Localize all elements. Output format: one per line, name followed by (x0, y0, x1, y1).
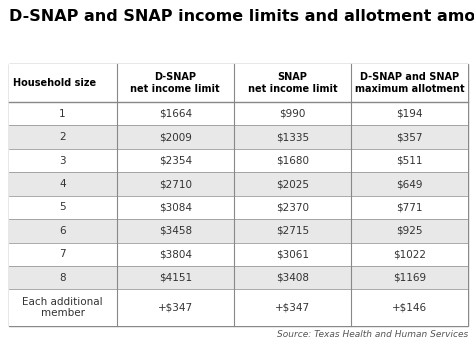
Text: $3458: $3458 (159, 226, 192, 236)
Text: 3: 3 (59, 156, 66, 166)
Text: $3408: $3408 (276, 273, 309, 283)
Text: $194: $194 (396, 109, 423, 119)
Text: $649: $649 (396, 179, 423, 189)
Text: Source: Texas Health and Human Services: Source: Texas Health and Human Services (277, 330, 468, 339)
Text: $2715: $2715 (276, 226, 309, 236)
Text: $4151: $4151 (159, 273, 192, 283)
Text: D-SNAP and SNAP income limits and allotment amounts: D-SNAP and SNAP income limits and allotm… (9, 9, 474, 24)
Text: $1169: $1169 (393, 273, 426, 283)
Text: D-SNAP
net income limit: D-SNAP net income limit (130, 72, 220, 94)
Text: $1022: $1022 (393, 249, 426, 259)
Text: 6: 6 (59, 226, 66, 236)
Text: Each additional
member: Each additional member (22, 297, 103, 318)
Text: 1: 1 (59, 109, 66, 119)
Text: 2: 2 (59, 132, 66, 142)
Text: $990: $990 (279, 109, 306, 119)
Text: +$146: +$146 (392, 303, 427, 313)
Text: +$347: +$347 (158, 303, 193, 313)
Text: $2710: $2710 (159, 179, 191, 189)
Text: $2370: $2370 (276, 203, 309, 213)
Text: $1680: $1680 (276, 156, 309, 166)
Text: $1664: $1664 (159, 109, 192, 119)
Text: $3084: $3084 (159, 203, 191, 213)
Text: $3804: $3804 (159, 249, 191, 259)
Text: +$347: +$347 (275, 303, 310, 313)
Text: SNAP
net income limit: SNAP net income limit (247, 72, 337, 94)
Text: $1335: $1335 (276, 132, 309, 142)
Text: $511: $511 (396, 156, 423, 166)
Text: 8: 8 (59, 273, 66, 283)
Text: $2354: $2354 (159, 156, 192, 166)
Text: D-SNAP and SNAP
maximum allotment: D-SNAP and SNAP maximum allotment (355, 72, 465, 94)
Text: $2009: $2009 (159, 132, 191, 142)
Text: $925: $925 (396, 226, 423, 236)
Text: Household size: Household size (13, 78, 96, 88)
Text: $2025: $2025 (276, 179, 309, 189)
Text: $3061: $3061 (276, 249, 309, 259)
Text: 7: 7 (59, 249, 66, 259)
Text: 4: 4 (59, 179, 66, 189)
Text: 5: 5 (59, 203, 66, 213)
Text: $357: $357 (396, 132, 423, 142)
Text: $771: $771 (396, 203, 423, 213)
